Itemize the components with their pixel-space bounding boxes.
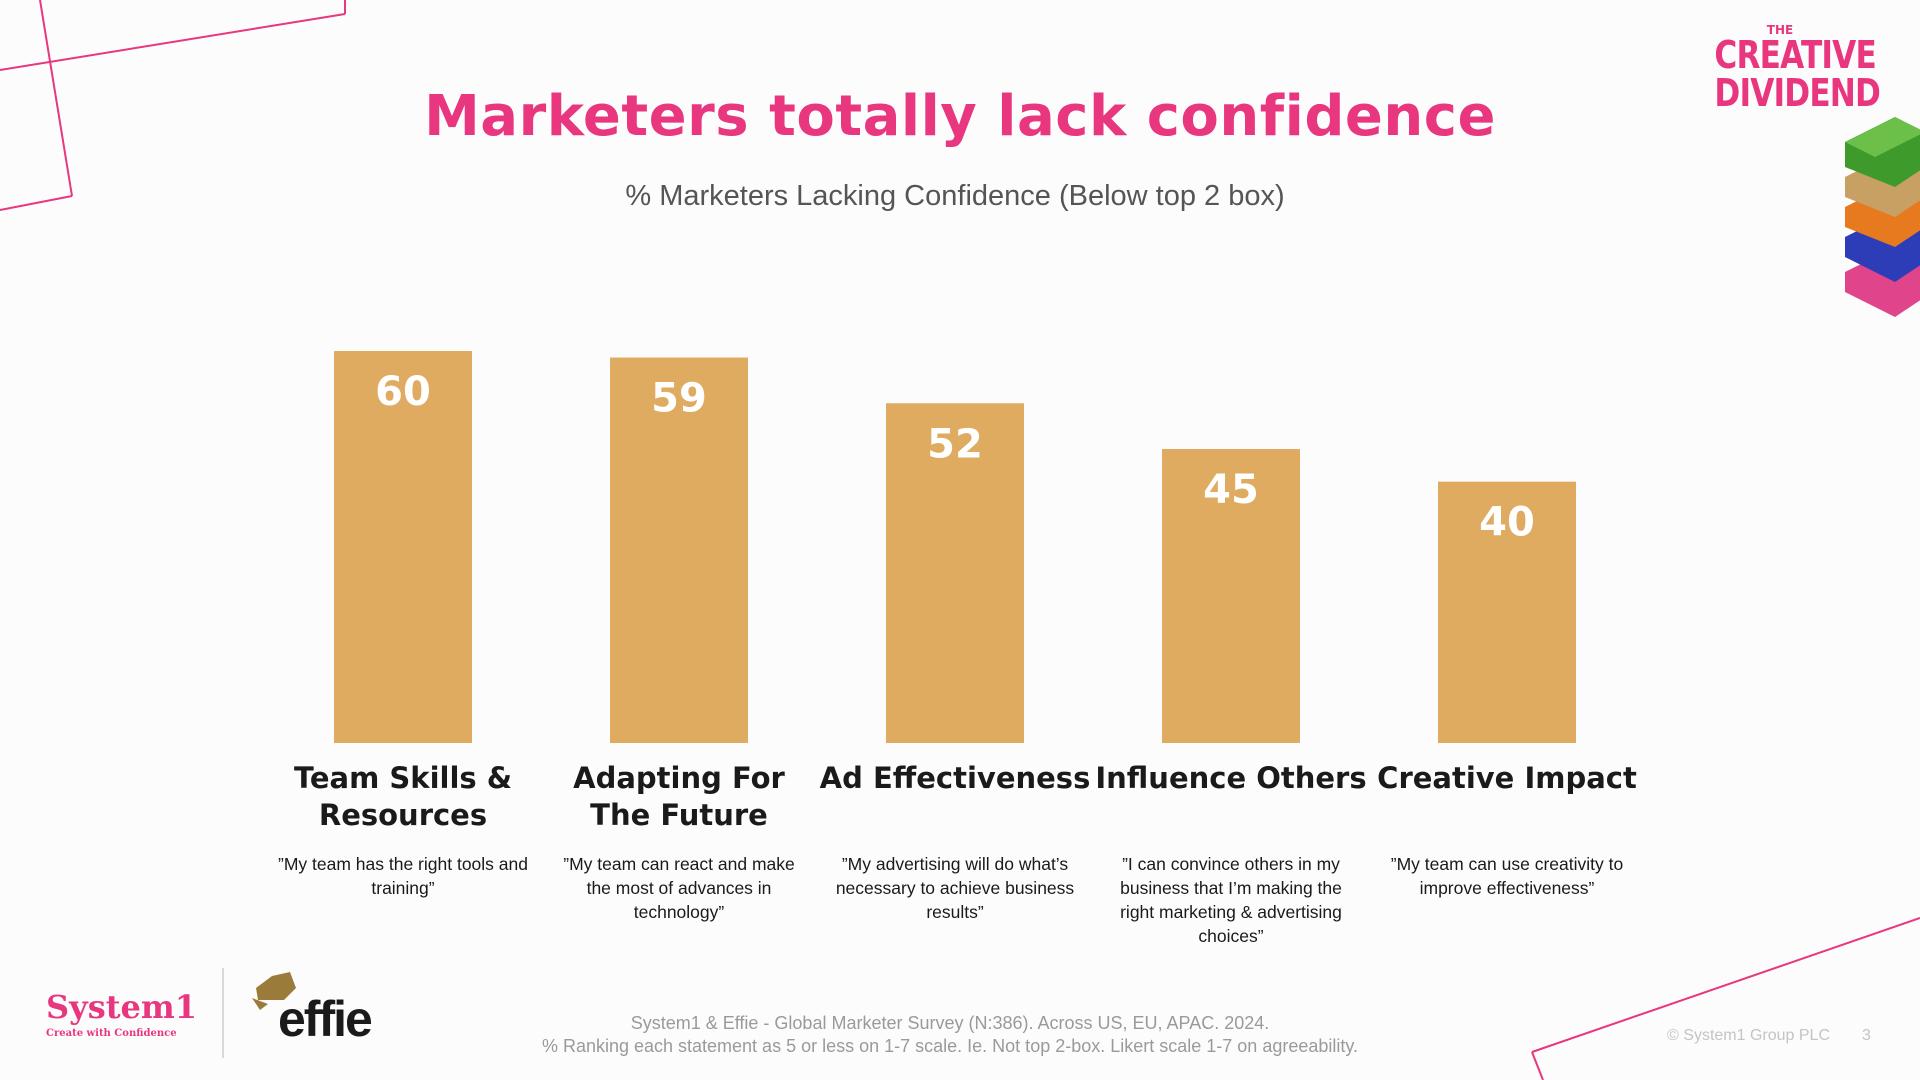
bar-value-label: 59 (651, 376, 707, 422)
bar-4 (1438, 481, 1576, 743)
bar-value-label: 45 (1203, 467, 1259, 513)
category-label: Team Skills & Resources (293, 761, 513, 832)
system1-logo: System1 Create with Confidence (46, 988, 197, 1039)
frame-line-left-bottom (0, 195, 73, 211)
block-green-top (1845, 117, 1920, 157)
creative-dividend-logo: THE CREATIVE DIVIDEND (1700, 23, 1881, 112)
category-label: Creative Impact (1377, 761, 1637, 795)
logo-the: THE (1766, 23, 1794, 37)
category-label: Adapting For The Future (573, 761, 785, 832)
page-title: Marketers totally lack confidence (424, 84, 1496, 149)
bar-3 (1162, 449, 1300, 743)
category-quote: ”My team has the right tools and trainin… (278, 854, 528, 898)
category-quote: ”My team can react and make the most of … (563, 854, 795, 922)
stacked-blocks-graphic (1845, 117, 1920, 317)
bar-0 (334, 351, 472, 743)
frame-line-bottom-right-tick (1531, 1051, 1544, 1080)
frame-line-left (39, 0, 73, 197)
copyright: © System1 Group PLC (1667, 1027, 1830, 1044)
frame-line-bottom-right (1531, 917, 1920, 1053)
bar-value-label: 40 (1479, 500, 1535, 546)
frame-line-top (0, 13, 346, 71)
source-note: System1 & Effie - Global Marketer Survey… (450, 1012, 1450, 1058)
effie-trophy-icon (252, 972, 296, 1010)
category-label: Influence Others (1095, 761, 1367, 795)
system1-name: System1 (46, 988, 197, 1026)
bar-value-label: 60 (375, 369, 431, 415)
page-number: 3 (1862, 1027, 1871, 1044)
bar-value-label: 52 (927, 421, 983, 467)
category-quote: ”I can convince others in my business th… (1120, 854, 1342, 946)
logo-divider (222, 968, 224, 1058)
bar-2 (886, 403, 1024, 743)
source-line-1: System1 & Effie - Global Marketer Survey… (630, 1013, 1270, 1033)
category-quote: ”My team can use creativity to improve e… (1390, 854, 1624, 898)
bar-1 (610, 357, 748, 743)
bar-chart: 60 59 52 45 40 (334, 351, 1576, 743)
effie-logo: effie (278, 991, 373, 1047)
system1-tagline: Create with Confidence (46, 1028, 177, 1039)
category-label: Ad Effectiveness (819, 761, 1091, 795)
chart-subtitle: % Marketers Lacking Confidence (Below to… (625, 180, 1285, 212)
category-quote: ”My advertising will do what’s necessary… (835, 854, 1075, 922)
source-line-2: % Ranking each statement as 5 or less on… (541, 1036, 1359, 1056)
